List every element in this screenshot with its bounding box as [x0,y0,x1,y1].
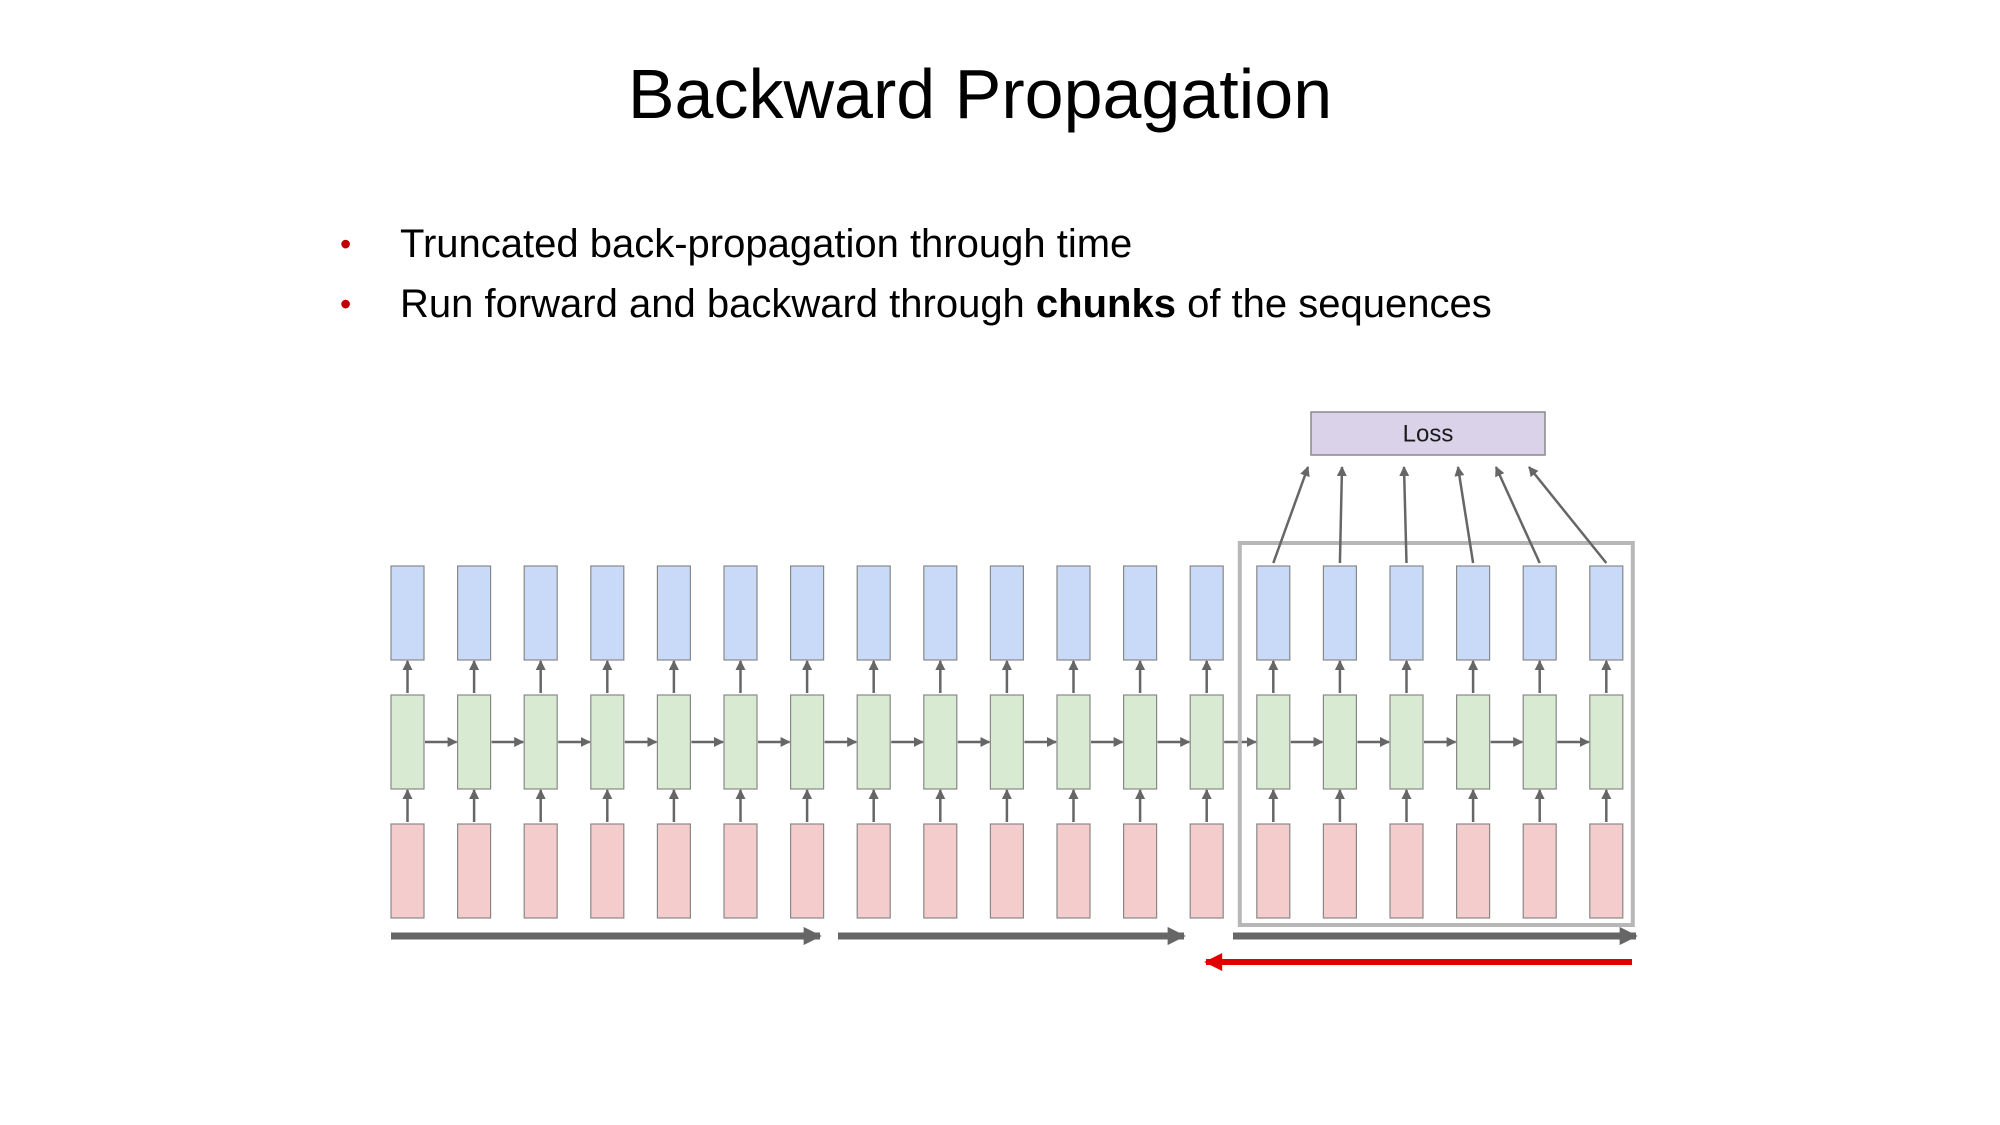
input-cell [789,823,825,919]
bullet-text: Truncated back-propagation through time [400,222,1133,266]
output-cell [723,565,758,661]
input-cell [1189,823,1224,919]
input-cell [590,823,625,919]
loss-box [1310,411,1546,456]
bullet-dot-icon: • [340,286,352,322]
output-cell [523,565,558,661]
output-to-loss-arrow [1528,466,1608,564]
input-cell [1122,823,1158,919]
output-cell [989,565,1025,661]
input-cell [923,823,958,919]
hidden-cell [457,694,492,790]
bullet-item: • Run forward and backward through chunk… [340,274,1492,334]
output-cell [856,565,891,661]
hidden-cell [856,694,891,790]
input-cell [656,823,692,919]
input-cell [1322,823,1358,919]
output-cell [923,565,958,661]
cells-group [390,565,1624,919]
bullet-text-post: of the sequences [1175,282,1492,326]
output-cell [1189,565,1224,661]
hidden-cell [723,694,758,790]
input-cell [390,823,425,919]
output-cell [789,565,825,661]
bullet-list: • Truncated back-propagation through tim… [340,214,1492,334]
hidden-cell [656,694,692,790]
input-cell [1056,823,1091,919]
hidden-cell [1455,694,1491,790]
output-cell [1256,565,1291,661]
output-cell [1455,565,1491,661]
hidden-cell [923,694,958,790]
output-cell [1322,565,1358,661]
input-cell [1522,823,1557,919]
hidden-cell [590,694,625,790]
input-cell [1455,823,1491,919]
hidden-cell [1589,694,1624,790]
input-cell [1256,823,1291,919]
input-cell [989,823,1025,919]
loss-group: Loss [1310,411,1546,456]
hidden-cell [1056,694,1091,790]
hidden-cell [1256,694,1291,790]
hidden-cell [1189,694,1224,790]
hidden-cell [1389,694,1424,790]
slide-title: Backward Propagation [627,55,1333,133]
output-cell [656,565,692,661]
hidden-cell [989,694,1025,790]
output-cell [590,565,625,661]
chunk-highlight-box [1237,541,1635,927]
bullet-text-bold: chunks [1035,282,1176,326]
output-to-loss-arrow [1494,466,1541,564]
output-cell [1389,565,1424,661]
input-cell [1389,823,1424,919]
output-cell [1589,565,1624,661]
hidden-cell [390,694,425,790]
hidden-cell [1122,694,1158,790]
arrows-group [402,466,1635,927]
output-cell [1056,565,1091,661]
output-to-loss-arrow [1336,466,1347,564]
hidden-cell [523,694,558,790]
bullet-item: • Truncated back-propagation through tim… [340,214,1492,274]
input-cell [1589,823,1624,919]
loss-label: Loss [1403,421,1454,448]
hidden-cell [1322,694,1358,790]
output-cell [1522,565,1557,661]
hidden-cell [1522,694,1557,790]
output-to-loss-arrow [1272,466,1310,564]
input-cell [856,823,891,919]
hidden-cell [789,694,825,790]
bullet-dot-icon: • [340,226,352,262]
output-to-loss-arrow [1454,466,1475,564]
bullet-text-pre: Run forward and backward through [400,282,1036,326]
input-cell [457,823,492,919]
output-cell [457,565,492,661]
output-cell [390,565,425,661]
output-cell [1122,565,1158,661]
input-cell [723,823,758,919]
timeline-group [391,926,1638,971]
output-to-loss-arrow [1399,466,1410,564]
input-cell [523,823,558,919]
